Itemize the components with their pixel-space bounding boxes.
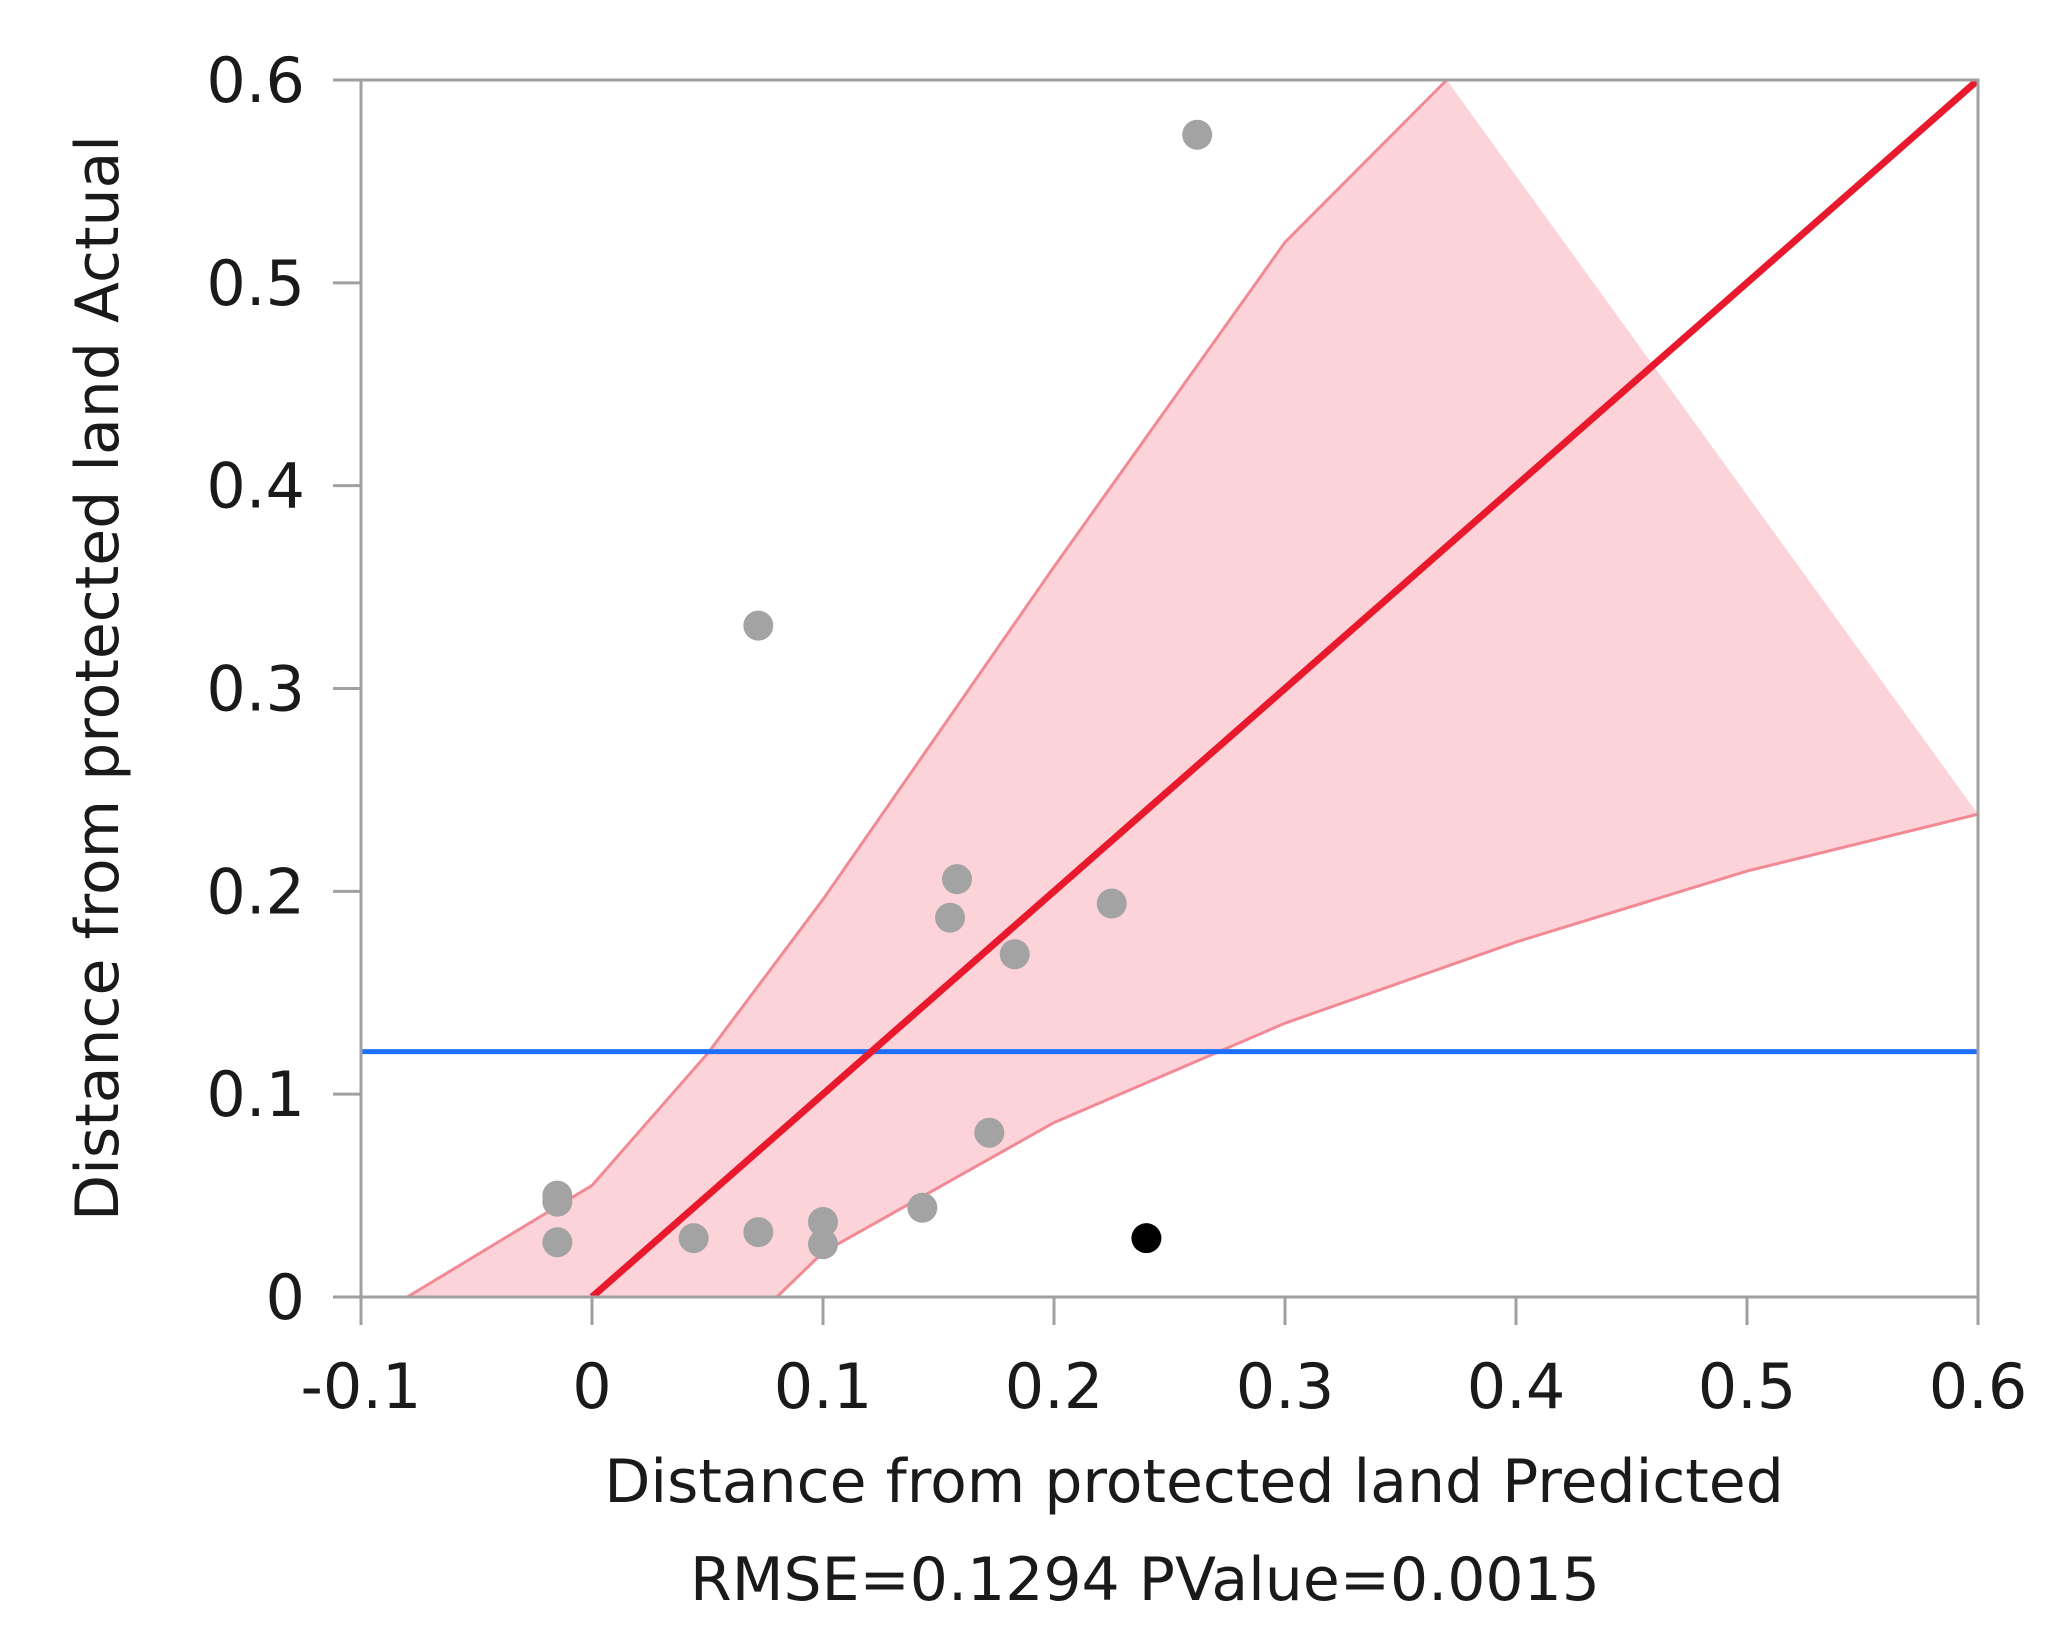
y-tick-label: 0.5 [206, 247, 305, 320]
data-point [1182, 119, 1213, 150]
data-point [808, 1229, 838, 1260]
data-point [808, 1206, 838, 1237]
x-tick-label: 0.1 [774, 1350, 873, 1423]
x-tick-label: 0.6 [1929, 1350, 2028, 1423]
data-point [1096, 888, 1127, 919]
highlighted-data-point [1131, 1223, 1162, 1254]
y-tick-label: 0.6 [206, 44, 305, 117]
data-point [678, 1223, 709, 1254]
x-tick-label: 0.4 [1467, 1350, 1566, 1423]
data-point [974, 1117, 1005, 1148]
data-point [743, 1217, 774, 1248]
y-tick-label: 0 [266, 1261, 305, 1334]
y-axis-ticks: 0 0.1 0.2 0.3 0.4 0.5 0.6 [206, 44, 361, 1334]
data-point [907, 1192, 938, 1223]
data-point [941, 864, 972, 895]
data-points [542, 119, 1213, 1260]
data-point [743, 610, 774, 641]
x-tick-label: 0 [572, 1350, 611, 1423]
x-axis-ticks: -0.1 0 0.1 0.2 0.3 0.4 0.5 0.6 [301, 1297, 2028, 1423]
y-tick-label: 0.1 [206, 1058, 305, 1131]
x-tick-label: 0.3 [1236, 1350, 1335, 1423]
y-tick-label: 0.2 [206, 855, 305, 928]
confidence-band-upper-edge [406, 80, 1448, 1297]
x-tick-label: -0.1 [301, 1350, 422, 1423]
x-axis-label: Distance from protected land Predicted [604, 1447, 1784, 1517]
data-point [542, 1227, 573, 1258]
data-point [542, 1186, 573, 1217]
data-point [935, 902, 966, 933]
stats-label: RMSE=0.1294 PValue=0.0015 [690, 1545, 1600, 1615]
data-point [999, 939, 1030, 970]
y-tick-label: 0.4 [206, 450, 305, 523]
y-axis-label: Distance from protected land Actual [63, 135, 133, 1221]
y-tick-label: 0.3 [206, 653, 305, 726]
x-tick-label: 0.2 [1005, 1350, 1104, 1423]
confidence-band [407, 80, 1978, 1297]
fit-line [589, 80, 1978, 1297]
x-tick-label: 0.5 [1698, 1350, 1797, 1423]
